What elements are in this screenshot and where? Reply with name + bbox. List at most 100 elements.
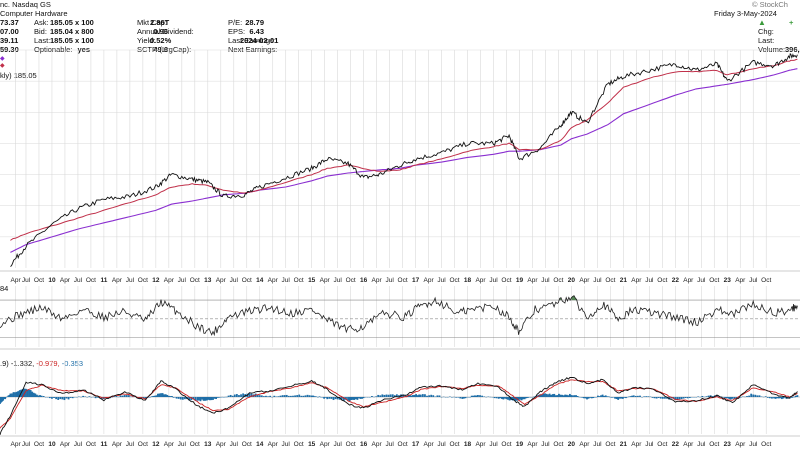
macd-histogram-bar: [598, 396, 601, 397]
date-line: Friday 3-May-2024: [714, 9, 777, 18]
macd-histogram-bar: [462, 397, 465, 399]
macd-histogram-bar: [470, 395, 473, 397]
x-tick-label: 22: [672, 277, 680, 284]
x-tick-label: Jul: [645, 277, 654, 284]
macd-histogram-bar: [416, 395, 419, 397]
macd-histogram-bar: [359, 397, 362, 399]
x-tick-label: 11: [100, 441, 107, 448]
macd-histogram-bar: [134, 396, 136, 397]
macd-histogram-bar: [653, 397, 656, 399]
macd-histogram-bar: [240, 394, 242, 397]
x-tick-label: Jul: [541, 441, 550, 448]
macd-histogram-bar: [464, 397, 467, 399]
macd-histogram-bar: [277, 396, 280, 397]
macd-histogram-bar: [69, 397, 72, 398]
macd-histogram-bar: [581, 397, 584, 398]
x-tick-label: 21: [620, 441, 628, 448]
x-tick-label: 23: [724, 277, 732, 284]
macd-histogram-bar: [725, 397, 728, 399]
x-tick-label: Oct: [242, 441, 252, 448]
macd-histogram-bar: [507, 397, 509, 400]
legend-dot-icon: ◆: [0, 56, 5, 62]
x-tick-label: Apr: [216, 441, 227, 448]
macd-histogram-bar: [680, 397, 683, 400]
macd-histogram-bar: [119, 395, 122, 397]
macd-histogram-bar: [157, 393, 159, 397]
macd-histogram-bar: [179, 397, 182, 400]
macd-histogram-bar: [637, 395, 639, 397]
x-tick-label: 15: [308, 277, 316, 284]
x-tick-label: Apr: [475, 441, 486, 448]
macd-legend-macd: -1.332,: [8, 359, 37, 368]
macd-histogram-bar: [315, 396, 318, 397]
macd-histogram-bar: [459, 397, 462, 399]
x-tick-label: Oct: [398, 277, 408, 284]
macd-histogram-bar: [233, 394, 236, 397]
x-tick-label: Jul: [178, 441, 187, 448]
macd-histogram-bar: [194, 397, 197, 401]
macd-histogram-bar: [413, 394, 416, 397]
x-tick-label: Oct: [294, 441, 304, 448]
macd-histogram-bar: [287, 395, 290, 397]
macd-histogram-bar: [294, 395, 296, 397]
x-tick-label: Oct: [657, 277, 667, 284]
x-tick-label: Jul: [645, 441, 654, 448]
macd-histogram-bar: [347, 397, 349, 401]
x-tick-label: Jul: [126, 277, 135, 284]
macd-histogram-bar: [604, 395, 607, 397]
macd-histogram-bar: [8, 394, 11, 397]
macd-histogram-bar: [345, 397, 347, 400]
macd-histogram-bar: [457, 397, 460, 398]
macd-histogram-bar: [715, 395, 718, 397]
macd-histogram-bar: [771, 397, 773, 399]
macd-histogram-bar: [752, 394, 755, 397]
macd-histogram-bar: [216, 397, 219, 398]
macd-histogram-bar: [731, 397, 734, 399]
macd-histogram-bar: [210, 397, 213, 401]
x-tick-label: 14: [256, 277, 264, 284]
macd-histogram-bar: [589, 397, 592, 398]
macd-histogram-bar: [177, 397, 180, 399]
x-tick-label: Apr: [320, 441, 331, 448]
x-tick-label: Jul: [22, 441, 31, 448]
macd-histogram-bar: [661, 397, 664, 399]
macd-histogram-bar: [517, 397, 520, 400]
macd-histogram-bar: [113, 396, 116, 397]
macd-histogram-bar: [615, 397, 618, 400]
ratio-value: 28.79: [245, 18, 264, 27]
macd-histogram-bar: [26, 389, 29, 397]
macd-histogram-bar: [426, 395, 428, 397]
macd-histogram-bar: [204, 397, 207, 401]
x-tick-label: Oct: [190, 441, 200, 448]
macd-histogram-bar: [48, 397, 51, 399]
macd-histogram-bar: [618, 397, 621, 399]
macd-histogram-bar: [768, 397, 771, 399]
macd-histogram-bar: [756, 395, 759, 397]
macd-histogram-bar: [436, 395, 439, 397]
macd-histogram-bar: [84, 396, 87, 397]
x-tick-label: 19: [516, 277, 524, 284]
macd-histogram-bar: [25, 388, 27, 397]
macd-histogram-bar: [142, 397, 145, 399]
x-tick-label: Oct: [346, 441, 356, 448]
x-tick-label: Jul: [593, 441, 602, 448]
macd-legend-signal: -0.979,: [36, 359, 62, 368]
macd-histogram-bar: [567, 395, 570, 397]
macd-histogram-bar: [21, 389, 24, 397]
macd-histogram-bar: [536, 395, 539, 397]
macd-histogram-bar: [67, 397, 70, 400]
macd-histogram-bar: [540, 394, 543, 397]
macd-histogram-bar: [1, 397, 3, 402]
x-tick-label: Oct: [138, 277, 148, 284]
macd-histogram-bar: [632, 395, 635, 397]
macd-histogram-bar: [273, 395, 276, 397]
macd-histogram-bar: [37, 395, 40, 397]
macd-histogram-bar: [181, 397, 184, 400]
right-label: Chg:: [758, 27, 774, 36]
quote-value: 185.05 x 100: [50, 18, 94, 27]
x-tick-label: Apr: [268, 441, 279, 448]
x-tick-label: Jul: [282, 441, 291, 448]
macd-histogram-bar: [776, 397, 779, 399]
macd-histogram-bar: [511, 397, 514, 401]
macd-histogram-bar: [332, 397, 335, 401]
